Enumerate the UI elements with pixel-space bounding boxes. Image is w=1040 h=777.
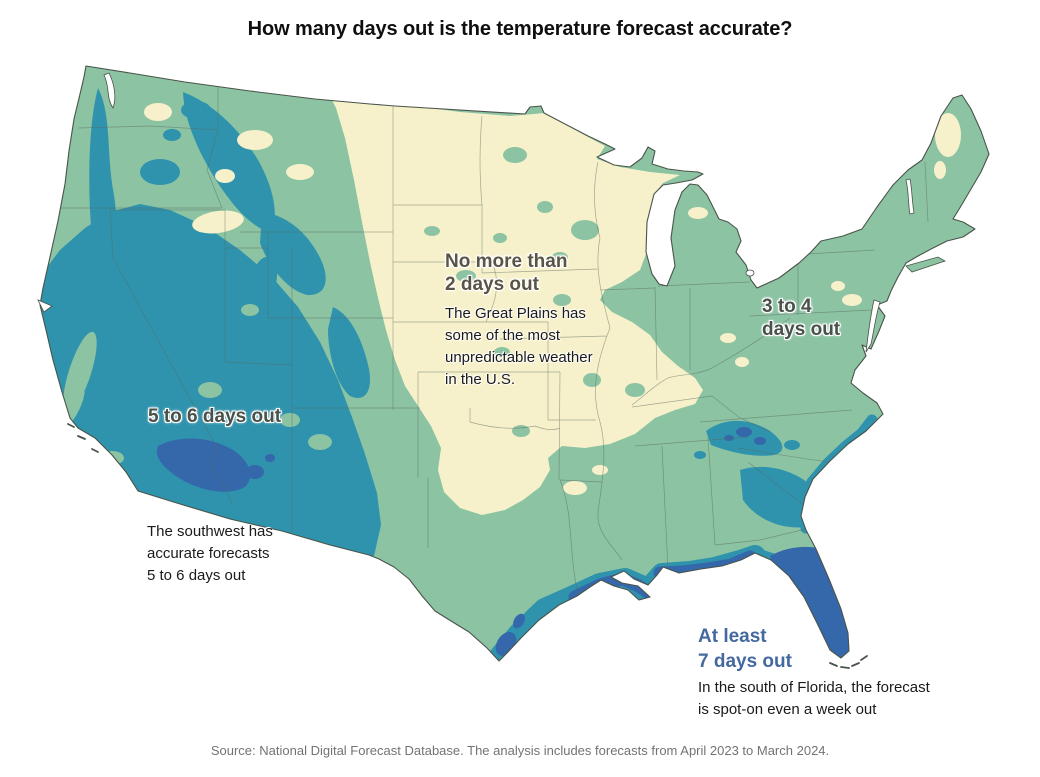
source-attribution: Source: National Digital Forecast Databa… [210, 743, 830, 758]
florida-keys [829, 655, 868, 669]
label-2-days: No more than 2 days out [445, 251, 568, 295]
label-3-4-days: 3 to 4 days out [762, 296, 841, 340]
page-title: How many days out is the temperature for… [247, 18, 793, 40]
lake-st-clair [745, 269, 755, 277]
note-great-plains: The Great Plains has some of the most un… [445, 305, 593, 388]
san-francisco-bay [37, 299, 53, 313]
label-7-days: At least 7 days out [698, 626, 792, 672]
region-2-days [144, 96, 961, 515]
label-5-6-days: 5 to 6 days out [148, 406, 282, 427]
chesapeake-bay [865, 299, 881, 353]
note-southwest: The southwest has accurate forecasts 5 t… [147, 523, 273, 584]
state-borders [40, 76, 929, 595]
channel-islands [67, 423, 99, 453]
long-island [905, 256, 946, 273]
lake-champlain [905, 178, 915, 215]
puget-sound [103, 72, 116, 109]
note-florida: In the south of Florida, the forecast is… [698, 679, 930, 718]
us-outline [39, 65, 990, 662]
